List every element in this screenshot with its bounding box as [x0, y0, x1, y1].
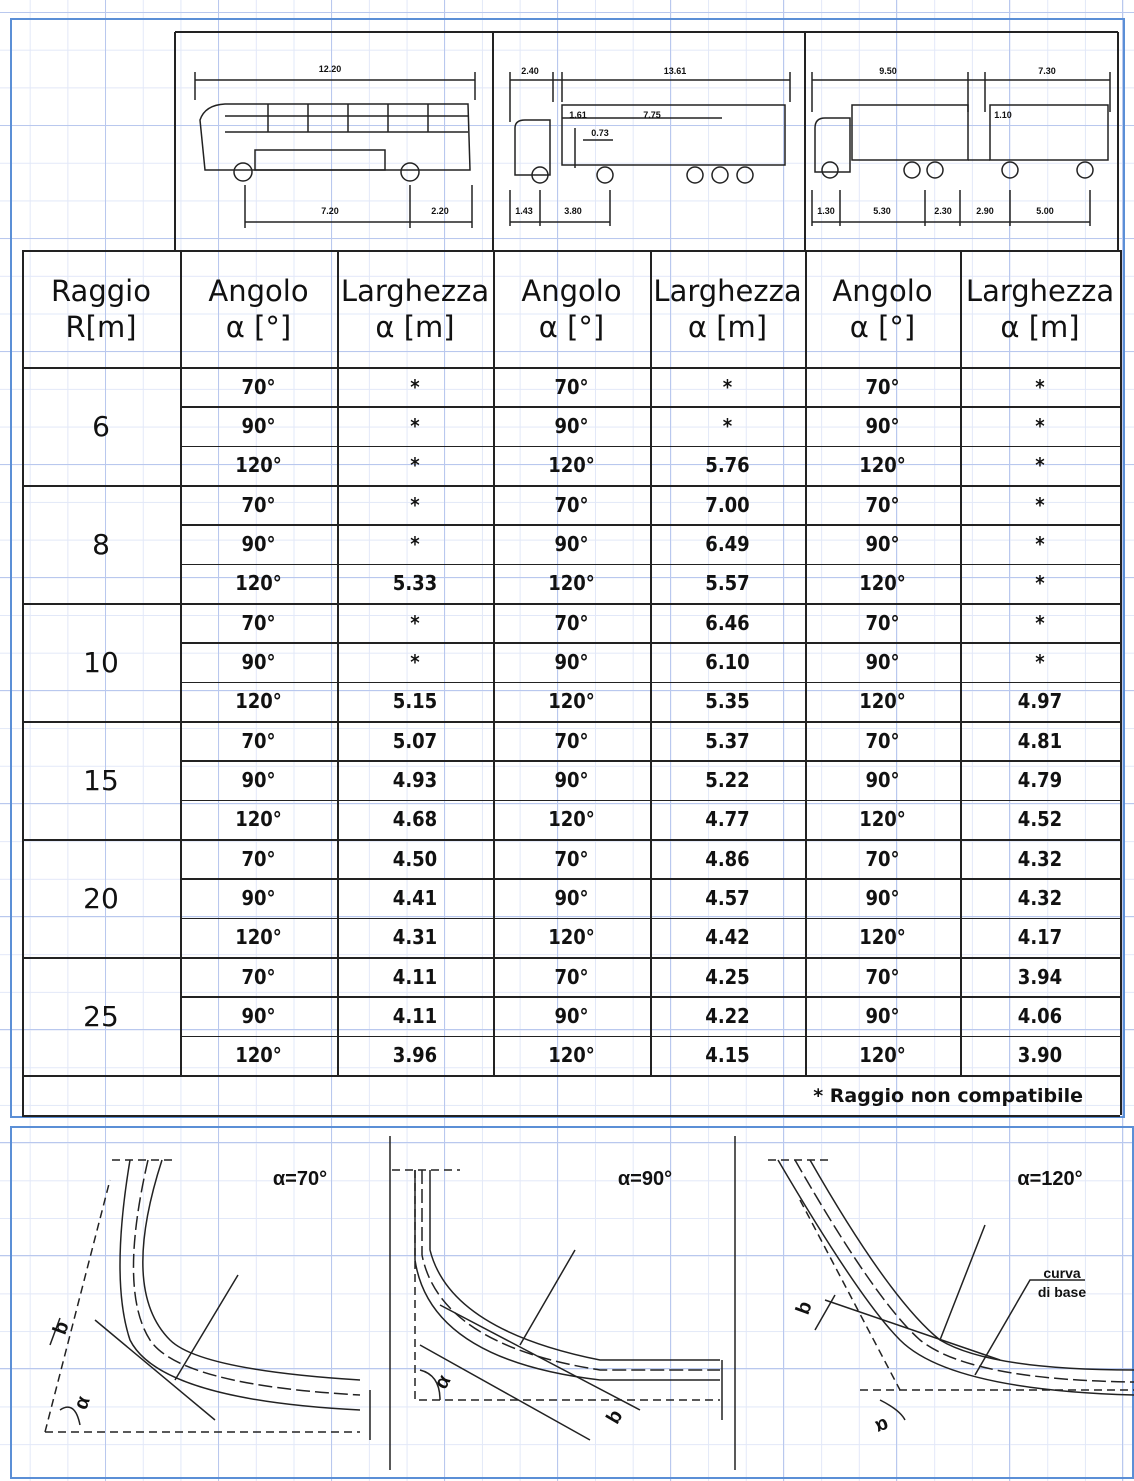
dimension: 13.61 [664, 66, 687, 76]
dimension: 1.10 [994, 110, 1012, 120]
dimension: 2.30 [934, 206, 952, 216]
diagram-90 [392, 1170, 722, 1440]
b-label: b [602, 1406, 627, 1428]
note: di base [1038, 1284, 1086, 1300]
dimension: 7.75 [643, 110, 661, 120]
b-label: b [792, 1298, 817, 1317]
dimension: 2.20 [431, 206, 449, 216]
dimension: 12.20 [319, 64, 342, 74]
dimension: 5.00 [1036, 206, 1054, 216]
bus [195, 72, 475, 228]
dimension: 0.73 [591, 128, 609, 138]
alpha-label: α [430, 1371, 456, 1393]
dimension: 5.30 [873, 206, 891, 216]
drawings: 12.20 7.20 2.20 2.40 13.61 1.61 7.75 0.7… [0, 0, 1134, 1481]
dimension: 7.30 [1038, 66, 1056, 76]
dimension: 9.50 [879, 66, 897, 76]
dimension: 1.43 [515, 206, 533, 216]
dimension: 1.30 [817, 206, 835, 216]
diagram-dividers [390, 1136, 735, 1470]
dimension: 2.90 [976, 206, 994, 216]
angle-label: α=90° [618, 1168, 672, 1190]
semitrailer [510, 72, 790, 226]
page: RaggioR[m]Angoloα [°]Larghezzaα [m]Angol… [0, 0, 1134, 1481]
note: curva [1043, 1265, 1081, 1281]
dimension: 3.80 [564, 206, 582, 216]
diagram-70 [45, 1160, 370, 1440]
dimension: 2.40 [521, 66, 539, 76]
angle-label: α=120° [1017, 1168, 1082, 1190]
alpha-label: α [872, 1413, 892, 1438]
vehicle-frames [175, 32, 1118, 250]
truck-trailer [812, 72, 1110, 226]
dimension: 7.20 [321, 206, 339, 216]
dimension: 1.61 [569, 110, 587, 120]
b-label: b [49, 1318, 74, 1337]
angle-label: α=70° [273, 1168, 327, 1190]
